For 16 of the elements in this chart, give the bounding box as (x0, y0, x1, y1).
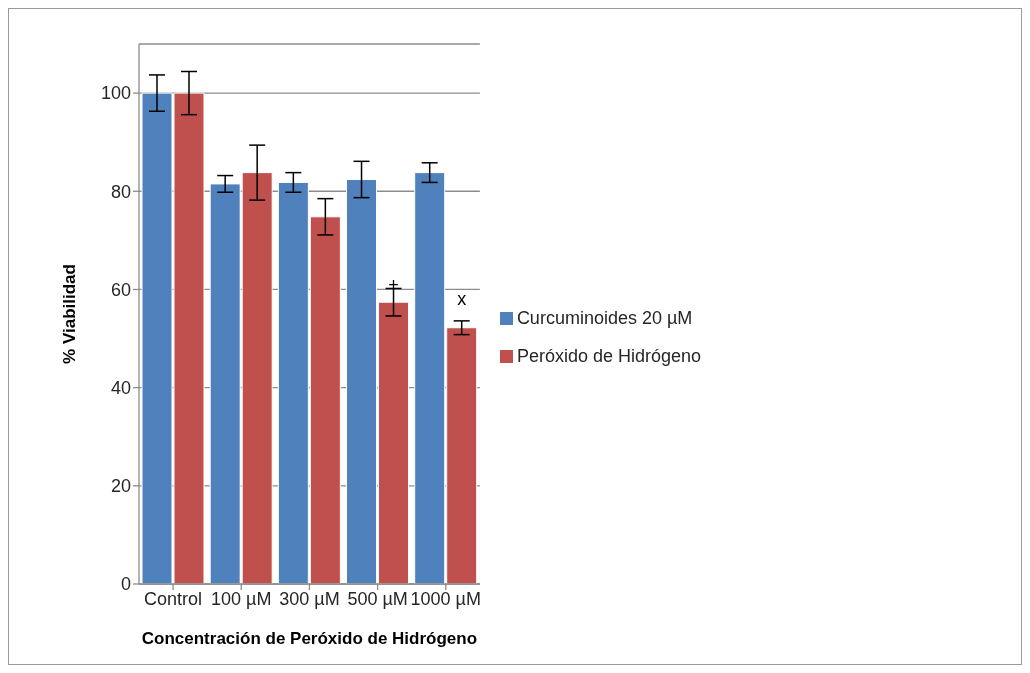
y-tick-label: 60 (110, 279, 131, 300)
annotation: x (457, 289, 467, 310)
y-tick-label: 20 (110, 476, 131, 497)
y-tick-label: 40 (110, 378, 131, 399)
x-tick-label: 500 µM (347, 588, 408, 609)
x-tick-label: 100 µM (211, 588, 272, 609)
legend-label: Curcuminoides 20 µM (516, 307, 693, 328)
x-tick-label: 1000 µM (410, 588, 481, 609)
y-axis-title: % Viabilidad (60, 264, 80, 364)
y-tick-label: 80 (110, 181, 131, 202)
x-axis-title: Concentración de Peróxido de Hidrógeno (141, 629, 478, 648)
x-tick-label: 300 µM (279, 588, 340, 609)
x-tick-label: Control (144, 588, 203, 609)
y-tick-label: 100 (100, 83, 131, 104)
legend-label: Peróxido de Hidrógeno (516, 345, 701, 366)
y-tick-label: 0 (120, 574, 131, 595)
